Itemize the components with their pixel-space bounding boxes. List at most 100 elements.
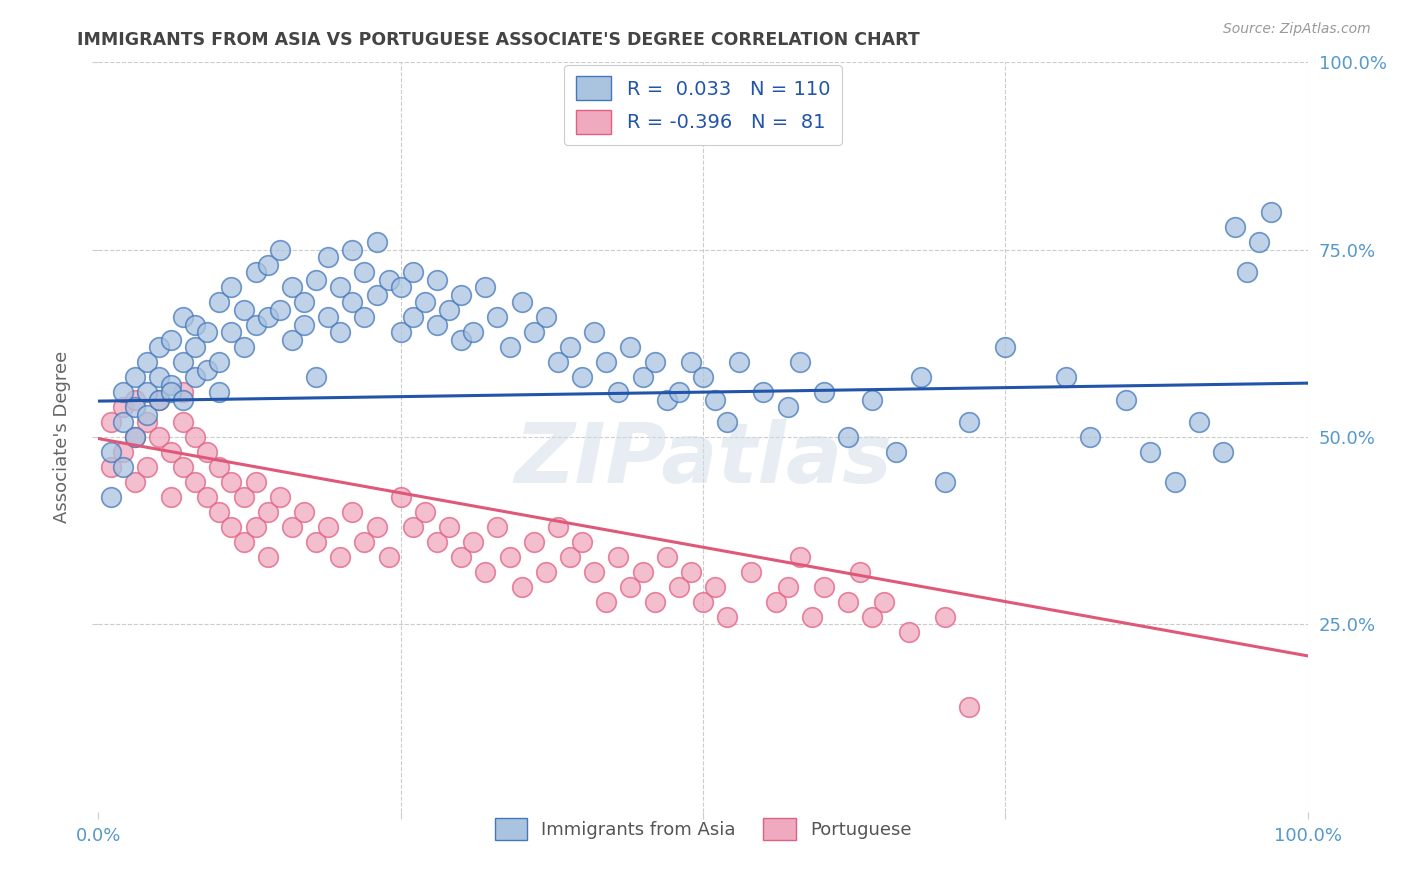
Point (281, 280, 304, 294)
Point (124, 400, 146, 414)
Point (1223, 220, 1246, 235)
Point (184, 318, 207, 332)
Point (910, 370, 932, 384)
Point (679, 565, 702, 579)
Point (704, 580, 727, 594)
Point (450, 287, 472, 301)
Point (135, 385, 157, 400)
Point (607, 549, 630, 564)
Point (172, 415, 194, 429)
Point (184, 340, 207, 354)
Point (523, 325, 546, 339)
Point (571, 370, 593, 384)
Point (305, 370, 328, 384)
Point (450, 333, 472, 347)
Point (111, 385, 134, 400)
Point (1078, 430, 1101, 444)
Point (366, 287, 388, 301)
Point (208, 505, 231, 519)
Point (195, 362, 218, 376)
Point (413, 505, 436, 519)
Point (498, 340, 520, 354)
Point (124, 392, 146, 407)
Point (148, 430, 170, 444)
Point (704, 392, 727, 407)
Point (837, 595, 859, 609)
Point (426, 318, 449, 332)
Point (148, 340, 170, 354)
Point (172, 392, 194, 407)
Point (111, 460, 134, 475)
Point (800, 610, 823, 624)
Point (172, 355, 194, 369)
Point (1249, 235, 1271, 250)
Point (281, 520, 304, 534)
Point (172, 460, 194, 475)
Point (292, 295, 315, 310)
Point (184, 430, 207, 444)
Point (292, 318, 315, 332)
Point (837, 430, 859, 444)
Point (463, 325, 485, 339)
Point (195, 445, 218, 459)
Point (329, 280, 352, 294)
Point (1212, 445, 1234, 459)
Point (1260, 205, 1282, 219)
Point (692, 370, 714, 384)
Point (148, 370, 170, 384)
Point (619, 580, 641, 594)
Point (221, 325, 243, 339)
Point (135, 415, 157, 429)
Point (292, 505, 315, 519)
Point (377, 549, 399, 564)
Point (135, 355, 157, 369)
Point (860, 392, 883, 407)
Point (208, 385, 231, 400)
Point (813, 385, 835, 400)
Point (160, 490, 183, 504)
Point (256, 549, 278, 564)
Point (208, 295, 231, 310)
Point (740, 565, 762, 579)
Text: ZIPatlas: ZIPatlas (515, 419, 891, 500)
Point (1163, 475, 1185, 489)
Point (849, 565, 872, 579)
Point (474, 565, 496, 579)
Point (655, 549, 678, 564)
Point (607, 385, 630, 400)
Point (124, 475, 146, 489)
Point (305, 535, 328, 549)
Point (316, 520, 339, 534)
Point (221, 520, 243, 534)
Point (256, 258, 278, 272)
Point (728, 355, 751, 369)
Point (135, 460, 157, 475)
Point (245, 520, 267, 534)
Point (631, 370, 654, 384)
Point (437, 520, 460, 534)
Point (342, 243, 364, 257)
Point (437, 302, 460, 317)
Point (886, 445, 908, 459)
Point (184, 475, 207, 489)
Point (402, 520, 425, 534)
Point (583, 565, 606, 579)
Point (148, 392, 170, 407)
Point (765, 595, 787, 609)
Point (668, 580, 690, 594)
Point (195, 490, 218, 504)
Point (679, 355, 702, 369)
Point (631, 565, 654, 579)
Point (366, 235, 388, 250)
Point (644, 355, 666, 369)
Point (789, 355, 811, 369)
Point (221, 475, 243, 489)
Point (111, 400, 134, 414)
Point (353, 265, 375, 279)
Point (934, 475, 956, 489)
Point (221, 280, 243, 294)
Point (366, 520, 388, 534)
Point (897, 624, 920, 639)
Point (342, 505, 364, 519)
Point (160, 385, 183, 400)
